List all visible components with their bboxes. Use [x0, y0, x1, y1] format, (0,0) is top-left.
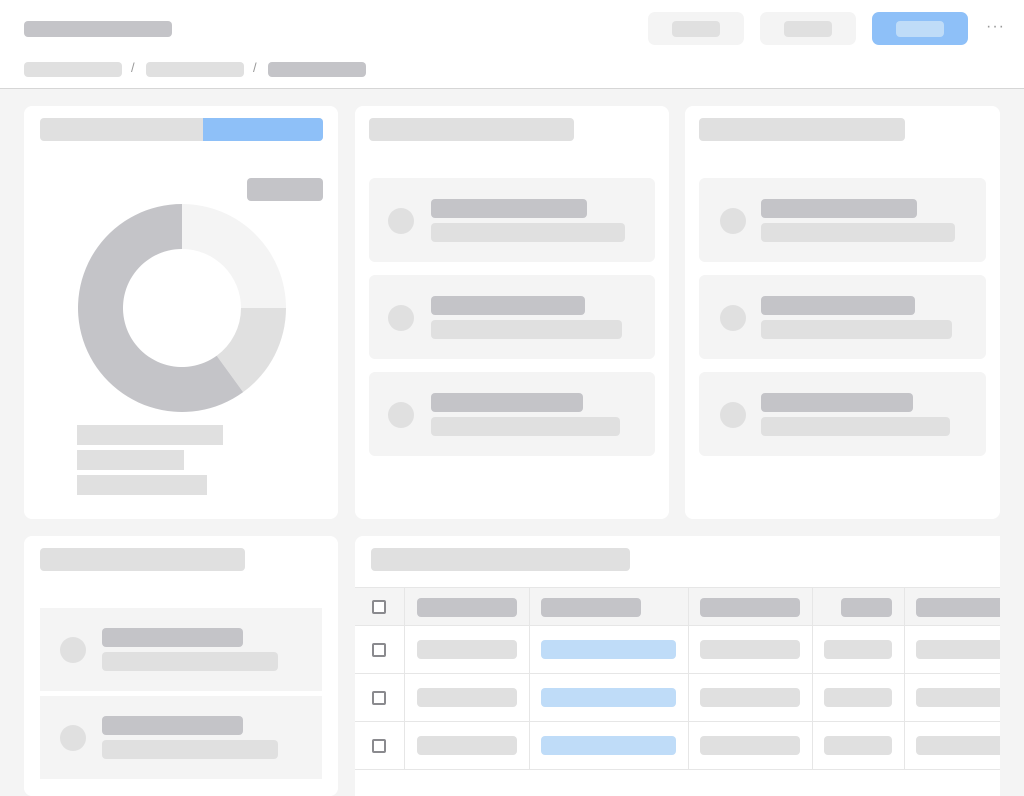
item-title — [431, 296, 585, 315]
table-cell — [699, 736, 800, 755]
table-cell — [823, 736, 892, 755]
avatar — [388, 208, 414, 234]
table-card — [355, 536, 1000, 796]
primary-button[interactable] — [872, 12, 968, 45]
avatar — [388, 305, 414, 331]
avatar — [720, 402, 746, 428]
list-card — [355, 106, 669, 519]
table-cell — [915, 688, 1000, 707]
avatar — [388, 402, 414, 428]
item-title — [761, 393, 913, 412]
donut-segment-3[interactable] — [78, 204, 244, 412]
item-title — [431, 199, 587, 218]
item-subtitle — [431, 223, 625, 242]
item-title — [102, 628, 243, 647]
item-subtitle — [761, 320, 952, 339]
filter-button[interactable] — [247, 178, 323, 201]
table-header-row — [355, 587, 1000, 626]
row-link[interactable] — [540, 688, 676, 707]
table-row[interactable] — [355, 721, 1000, 770]
legend-item — [77, 475, 207, 495]
list-item[interactable] — [40, 696, 322, 779]
button-label — [896, 21, 944, 37]
avatar — [60, 725, 86, 751]
item-subtitle — [431, 320, 622, 339]
table-cell — [699, 640, 800, 659]
chart-card — [24, 106, 338, 519]
card-tab-active[interactable] — [203, 118, 323, 141]
row-link[interactable] — [540, 736, 676, 755]
column-header[interactable] — [840, 598, 892, 617]
row-checkbox[interactable] — [372, 738, 386, 753]
legend-item — [77, 450, 184, 470]
item-title — [431, 393, 583, 412]
list-item[interactable] — [699, 178, 986, 262]
table-cell — [823, 688, 892, 707]
row-link[interactable] — [540, 640, 676, 659]
column-header[interactable] — [540, 598, 641, 617]
card-title — [699, 118, 905, 141]
list-card — [24, 536, 338, 796]
select-all-checkbox[interactable] — [372, 599, 386, 614]
breadcrumb-item[interactable] — [24, 62, 122, 77]
list-item[interactable] — [369, 275, 655, 359]
avatar — [720, 305, 746, 331]
list-item[interactable] — [40, 608, 322, 691]
item-title — [761, 199, 917, 218]
list-item[interactable] — [369, 372, 655, 456]
item-title — [761, 296, 915, 315]
item-subtitle — [102, 652, 278, 671]
secondary-button[interactable] — [648, 12, 744, 45]
more-horizontal-icon[interactable]: ··· — [986, 18, 1005, 35]
donut-segment-2[interactable] — [216, 308, 286, 393]
table-cell — [416, 640, 517, 659]
breadcrumb-item[interactable] — [146, 62, 244, 77]
data-table — [355, 587, 1000, 770]
avatar — [720, 208, 746, 234]
list-item[interactable] — [699, 275, 986, 359]
donut-chart — [78, 204, 286, 412]
donut-segment-1[interactable] — [182, 204, 286, 308]
legend-item — [77, 425, 223, 445]
button-label — [672, 21, 720, 37]
table-cell — [416, 688, 517, 707]
secondary-button[interactable] — [760, 12, 856, 45]
table-row[interactable] — [355, 673, 1000, 722]
table-cell — [699, 688, 800, 707]
list-item[interactable] — [369, 178, 655, 262]
card-title — [371, 548, 630, 571]
item-subtitle — [102, 740, 278, 759]
card-title — [40, 548, 245, 571]
item-subtitle — [761, 223, 955, 242]
item-title — [102, 716, 243, 735]
card-title — [369, 118, 574, 141]
column-header[interactable] — [915, 598, 1000, 617]
page-title — [24, 21, 172, 37]
table-cell — [823, 640, 892, 659]
table-cell — [915, 640, 1000, 659]
item-subtitle — [761, 417, 950, 436]
list-item[interactable] — [699, 372, 986, 456]
column-header[interactable] — [416, 598, 517, 617]
breadcrumb-separator: / — [253, 60, 257, 75]
item-subtitle — [431, 417, 620, 436]
row-checkbox[interactable] — [372, 642, 386, 657]
table-row[interactable] — [355, 625, 1000, 674]
table-cell — [416, 736, 517, 755]
breadcrumb-separator: / — [131, 60, 135, 75]
column-header[interactable] — [699, 598, 800, 617]
list-card — [685, 106, 1000, 519]
table-cell — [915, 736, 1000, 755]
avatar — [60, 637, 86, 663]
page-header: / / ··· — [0, 0, 1024, 89]
row-checkbox[interactable] — [372, 690, 386, 705]
breadcrumb-current — [268, 62, 366, 77]
button-label — [784, 21, 832, 37]
